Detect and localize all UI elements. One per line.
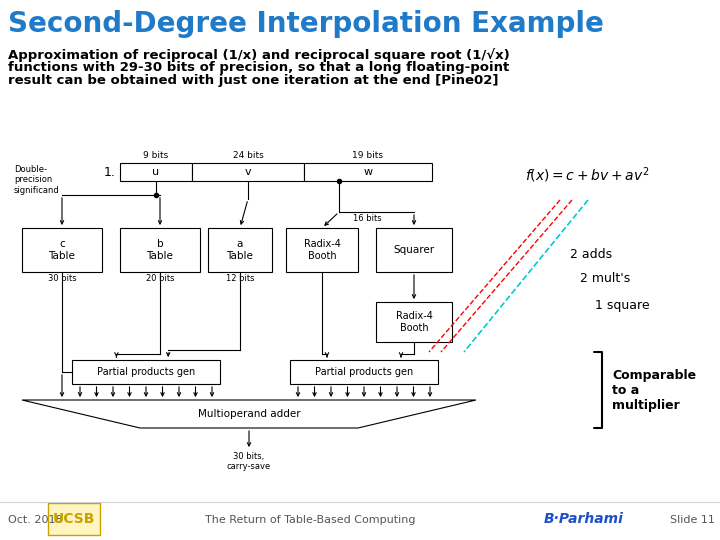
Text: w: w — [364, 167, 372, 177]
Text: 30 bits,
carry-save: 30 bits, carry-save — [227, 452, 271, 471]
Bar — [120, 228, 200, 272]
Text: Partial products gen: Partial products gen — [97, 367, 195, 377]
Text: v: v — [245, 167, 251, 177]
Bar — [22, 228, 102, 272]
Text: functions with 29-30 bits of precision, so that a long floating-point: functions with 29-30 bits of precision, … — [8, 61, 509, 74]
Text: Multioperand adder: Multioperand adder — [198, 409, 300, 419]
Text: Partial products gen: Partial products gen — [315, 367, 413, 377]
Bar — [286, 228, 358, 272]
Bar — [72, 360, 220, 384]
Text: 16 bits: 16 bits — [353, 214, 382, 223]
Text: 30 bits: 30 bits — [48, 274, 76, 283]
Text: 9 bits: 9 bits — [143, 151, 168, 160]
Text: 2 mult's: 2 mult's — [580, 272, 630, 285]
Text: UCSB: UCSB — [53, 512, 95, 526]
Text: 12 bits: 12 bits — [226, 274, 254, 283]
Bar — [192, 163, 304, 181]
Polygon shape — [22, 400, 476, 428]
Text: Oct. 2018: Oct. 2018 — [8, 515, 63, 525]
Text: Double-
precision
significand: Double- precision significand — [14, 165, 60, 195]
Text: Radix-4
Booth: Radix-4 Booth — [304, 239, 341, 261]
Text: Approximation of reciprocal (1/x) and reciprocal square root (1/√x): Approximation of reciprocal (1/x) and re… — [8, 48, 510, 62]
Text: Slide 11: Slide 11 — [670, 515, 715, 525]
Text: The Return of Table-Based Computing: The Return of Table-Based Computing — [204, 515, 415, 525]
Bar — [304, 163, 432, 181]
Text: 19 bits: 19 bits — [353, 151, 384, 160]
Text: 24 bits: 24 bits — [233, 151, 264, 160]
Text: Radix-4
Booth: Radix-4 Booth — [395, 311, 433, 333]
Text: $f(x) = c + bv + av^2$: $f(x) = c + bv + av^2$ — [525, 165, 649, 185]
Bar — [120, 163, 192, 181]
Bar — [48, 503, 100, 535]
Text: B·Parhami: B·Parhami — [544, 512, 624, 526]
Text: Comparable
to a
multiplier: Comparable to a multiplier — [612, 368, 696, 411]
Text: Squarer: Squarer — [393, 245, 435, 255]
Text: c
Table: c Table — [48, 239, 76, 261]
Text: a
Table: a Table — [227, 239, 253, 261]
Text: 20 bits: 20 bits — [145, 274, 174, 283]
Bar — [376, 228, 452, 272]
Text: result can be obtained with just one iteration at the end [Pine02]: result can be obtained with just one ite… — [8, 74, 498, 87]
Text: u: u — [153, 167, 160, 177]
Bar — [208, 228, 272, 272]
Text: Second-Degree Interpolation Example: Second-Degree Interpolation Example — [8, 10, 604, 38]
Text: 1.: 1. — [104, 165, 116, 179]
Text: b
Table: b Table — [147, 239, 174, 261]
Bar — [376, 302, 452, 342]
Bar — [290, 360, 438, 384]
Text: 2 adds: 2 adds — [570, 248, 612, 261]
Text: 1 square: 1 square — [595, 299, 649, 312]
